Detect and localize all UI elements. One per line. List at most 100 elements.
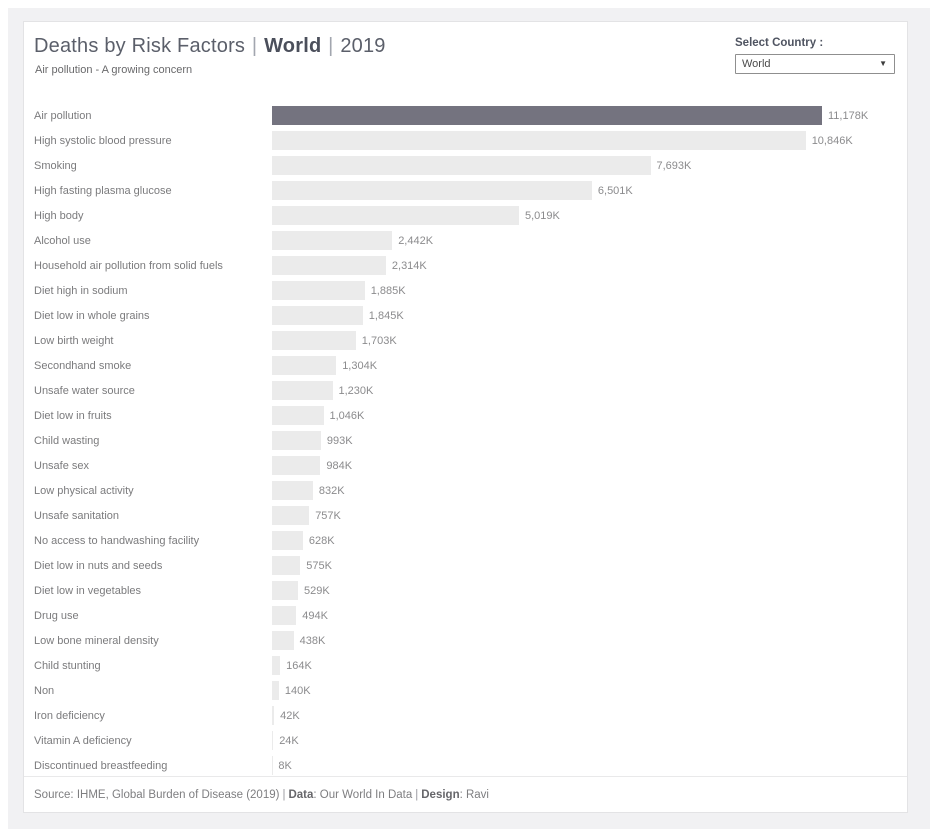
footer-data-text: : Our World In Data: [313, 788, 413, 801]
bar-value: 11,178K: [828, 109, 869, 122]
bar-label: Discontinued breastfeeding: [34, 759, 168, 772]
bar-value: 164K: [286, 659, 312, 672]
bar-label: Non: [34, 684, 55, 697]
bar-label: Drug use: [34, 609, 79, 622]
bar-value: 628K: [308, 534, 335, 547]
bar[interactable]: [272, 356, 337, 375]
chart-row: Non 140K: [34, 678, 895, 703]
bar[interactable]: [272, 581, 298, 600]
bar[interactable]: [272, 131, 806, 150]
footer-separator: |: [415, 788, 419, 801]
bar[interactable]: [272, 681, 279, 700]
chart-row: Unsafe water source 1,230K: [34, 378, 895, 403]
bar[interactable]: [272, 181, 592, 200]
bar[interactable]: [272, 331, 356, 350]
bar[interactable]: [272, 631, 294, 650]
bar-label: Unsafe sex: [34, 459, 90, 472]
bar-value: 438K: [299, 634, 326, 647]
bar-label: Smoking: [34, 159, 77, 172]
country-select[interactable]: World ▼: [735, 54, 895, 74]
chart-row: Alcohol use 2,442K: [34, 228, 895, 253]
bar-value: 6,501K: [597, 184, 633, 197]
page-title: Deaths by Risk Factors | World | 2019: [34, 35, 386, 58]
bar-track: 494K: [272, 603, 895, 628]
bar-track: 575K: [272, 553, 895, 578]
bar[interactable]: [272, 706, 275, 725]
bar-label: High systolic blood pressure: [34, 134, 172, 147]
bar[interactable]: [272, 206, 519, 225]
bar-value: 2,442K: [398, 234, 434, 247]
bar[interactable]: [272, 656, 281, 675]
title-separator: |: [328, 35, 334, 57]
footer: Source: IHME, Global Burden of Disease (…: [24, 776, 907, 812]
bar[interactable]: [272, 156, 651, 175]
bar[interactable]: [272, 256, 386, 275]
chart-row: No access to handwashing facility 628K: [34, 528, 895, 553]
bar-value: 7,693K: [656, 159, 692, 172]
bar-track: 11,178K: [272, 103, 895, 128]
chart-row: High fasting plasma glucose 6,501K: [34, 178, 895, 203]
bar-label: Alcohol use: [34, 234, 91, 247]
bar-label: Child stunting: [34, 659, 101, 672]
bar[interactable]: [272, 381, 333, 400]
title-text: Deaths by Risk Factors: [34, 35, 246, 57]
bar-value: 10,846K: [811, 134, 853, 147]
bar-track: 164K: [272, 653, 895, 678]
chart-row: Low physical activity 832K: [34, 478, 895, 503]
bar-label: Unsafe water source: [34, 384, 135, 397]
bar[interactable]: [272, 481, 313, 500]
bar-track: 6,501K: [272, 178, 895, 203]
country-filter: Select Country : World ▼: [735, 37, 895, 74]
title-year: 2019: [340, 35, 386, 57]
chart-row: Smoking 7,693K: [34, 153, 895, 178]
bar-label: Iron deficiency: [34, 709, 105, 722]
chart-row: Unsafe sex 984K: [34, 453, 895, 478]
bar-track: 2,442K: [272, 228, 895, 253]
chart-row: Secondhand smoke 1,304K: [34, 353, 895, 378]
bar[interactable]: [272, 456, 321, 475]
chevron-down-icon: ▼: [879, 59, 887, 68]
bar-label: Diet high in sodium: [34, 284, 128, 297]
bar-value: 140K: [284, 684, 311, 697]
bar-value: 832K: [318, 484, 345, 497]
bar[interactable]: [272, 231, 393, 250]
bar-value: 993K: [326, 434, 353, 447]
chart-row: Diet low in fruits 1,046K: [34, 403, 895, 428]
footer-separator: |: [282, 788, 286, 801]
bar-value: 5,019K: [525, 209, 560, 222]
bar[interactable]: [272, 406, 324, 425]
bar-label: Diet low in vegetables: [34, 584, 142, 597]
bar-label: Child wasting: [34, 434, 100, 447]
chart-row: Low birth weight 1,703K: [34, 328, 895, 353]
bar-track: 1,304K: [272, 353, 895, 378]
dashboard-backdrop: Deaths by Risk Factors | World | 2019 Ai…: [8, 8, 930, 829]
bar-value: 1,046K: [329, 409, 365, 422]
bar[interactable]: [272, 281, 365, 300]
bar-track: 832K: [272, 478, 895, 503]
bar-track: 8K: [272, 753, 895, 778]
bar-value: 529K: [304, 584, 330, 597]
bar[interactable]: [272, 731, 274, 750]
footer-data-label: Data: [288, 788, 314, 801]
bar[interactable]: [272, 431, 321, 450]
bar[interactable]: [272, 556, 301, 575]
bar[interactable]: [272, 106, 822, 125]
bar[interactable]: [272, 306, 363, 325]
bar-track: 1,885K: [272, 278, 895, 303]
bar[interactable]: [272, 506, 310, 525]
bar-label: Low bone mineral density: [34, 634, 159, 647]
bar-label: High fasting plasma glucose: [34, 184, 172, 197]
footer-design-text: : Ravi: [459, 788, 489, 801]
bar[interactable]: [272, 531, 303, 550]
bar-value: 24K: [279, 734, 299, 747]
chart-row: High systolic blood pressure 10,846K: [34, 128, 895, 153]
bar-value: 575K: [306, 559, 332, 572]
bar-value: 1,845K: [368, 309, 404, 322]
bar-track: 1,703K: [272, 328, 895, 353]
bar[interactable]: [272, 606, 297, 625]
chart-row: Child stunting 164K: [34, 653, 895, 678]
bar-label: High body: [34, 209, 84, 222]
bar-value: 42K: [280, 709, 300, 722]
bar-track: 140K: [272, 678, 895, 703]
bar-track: 628K: [272, 528, 895, 553]
